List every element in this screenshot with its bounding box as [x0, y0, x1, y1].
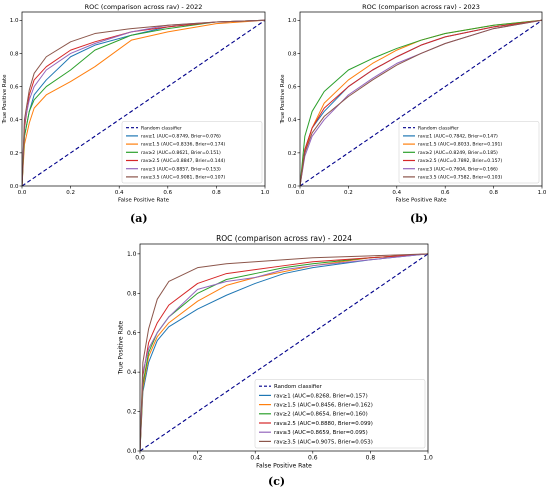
y-tick-label: 0.0 — [10, 184, 19, 190]
legend-label-5: rav≥3 (AUC=0.8857, Brier=0.153) — [141, 166, 221, 172]
x-tick-label: 1.0 — [261, 190, 270, 196]
y-tick-label: 0.4 — [10, 118, 19, 124]
x-tick-label: 1.0 — [538, 190, 547, 196]
legend-label-5: rav≥3 (AUC=0.7604, Brier=0.166) — [418, 166, 498, 172]
caption-a: (a) — [130, 212, 148, 225]
caption-b: (b) — [410, 212, 429, 225]
plot-frame — [139, 243, 429, 452]
legend-label-1: rav≥1 (AUC=0.8749, Brier=0.076) — [141, 134, 221, 140]
x-tick-label: 0.6 — [163, 190, 172, 196]
roc-panel-1: ROC (comparison across rav) - 2022 0.0 0.2… — [2, 3, 270, 204]
roc-panel-2: ROC (comparison across rav) - 2023 0.0 0.2… — [280, 3, 547, 204]
legend-label-3: rav≥2 (AUC=0.8654, Brier=0.160) — [274, 412, 368, 418]
x-tick-label: 0.2 — [66, 190, 75, 196]
x-tick-label: 0.4 — [392, 190, 401, 196]
legend-label-6: rav≥3.5 (AUC=0.9081, Brier=0.107) — [141, 175, 225, 181]
legend-box — [254, 379, 426, 449]
y-axis-label: True Positive Rate — [118, 320, 125, 375]
plot-area — [140, 253, 428, 451]
legend-label-2: rav≥1.5 (AUC=0.8336, Brier=0.174) — [141, 142, 225, 148]
legend-label-6: rav≥3.5 (AUC=0.9075, Brier=0.053) — [274, 439, 373, 445]
legend-label-5: rav≥3 (AUC=0.8659, Brier=0.095) — [274, 430, 368, 436]
plot-area — [300, 19, 542, 186]
legend-label-3: rav≥2 (AUC=0.8621, Brier=0.151) — [141, 150, 221, 156]
roc-panel-3: ROC (comparison across rav) - 2024 0.0 0.2… — [118, 234, 433, 470]
legend: Random classifier rav≥1 (AUC=0.8749, Brie… — [121, 121, 263, 184]
x-tick-label: 0.2 — [193, 455, 203, 462]
chart-title: ROC (comparison across rav) - 2024 — [216, 234, 352, 243]
series-line-rav-4 — [300, 19, 542, 186]
y-tick-label: 1.0 — [288, 18, 297, 24]
series-line-rav-5 — [140, 253, 428, 451]
legend-random-label: Random classifier — [418, 125, 459, 131]
x-tick-label: 0.0 — [296, 190, 305, 196]
legend-label-1: rav≥1 (AUC=0.7842, Brier=0.147) — [418, 134, 498, 140]
x-tick-label: 0.8 — [366, 455, 376, 462]
y-axis-label: True Positive Rate — [280, 74, 286, 125]
legend-label-2: rav≥1.5 (AUC=0.8456, Brier=0.162) — [274, 402, 373, 408]
series-line-rav-3 — [22, 19, 265, 186]
legend-box — [398, 121, 540, 184]
y-tick-label: 0.0 — [288, 184, 297, 190]
y-tick-label: 0.4 — [127, 369, 137, 376]
legend: Random classifier rav≥1 (AUC=0.8268, Brie… — [254, 379, 426, 449]
series-line-rav-3 — [300, 19, 542, 186]
x-tick-label: 0.2 — [344, 190, 353, 196]
y-tick-label: 0.4 — [288, 118, 297, 124]
x-tick-label: 0.0 — [18, 190, 27, 196]
legend-label-4: rav≥2.5 (AUC=0.8847, Brier=0.144) — [141, 158, 225, 164]
random-classifier-line — [300, 19, 542, 186]
y-tick-label: 0.2 — [288, 151, 297, 157]
series-line-rav-2 — [22, 19, 265, 186]
x-tick-label: 0.8 — [212, 190, 221, 196]
plot-area — [22, 19, 265, 186]
legend-box — [121, 121, 263, 184]
plot-frame — [299, 11, 543, 187]
y-tick-label: 0.6 — [288, 84, 297, 90]
legend-label-3: rav≥2 (AUC=0.8249, Brier=0.185) — [418, 150, 498, 156]
y-tick-label: 1.0 — [10, 18, 19, 24]
y-axis-label: True Positive Rate — [2, 74, 8, 125]
random-classifier-line — [22, 19, 265, 186]
x-axis-label: False Positive Rate — [256, 463, 312, 470]
legend-label-6: rav≥3.5 (AUC=0.7582, Brier=0.103) — [418, 175, 502, 181]
y-tick-label: 0.6 — [127, 330, 137, 337]
x-tick-label: 0.4 — [250, 455, 260, 462]
y-tick-label: 0.0 — [127, 448, 137, 455]
series-line-rav-3 — [140, 253, 428, 451]
series-line-rav-4 — [140, 253, 428, 451]
legend-label-2: rav≥1.5 (AUC=0.8033, Brier=0.191) — [418, 142, 502, 148]
plot-frame — [21, 11, 266, 187]
x-tick-label: 0.6 — [441, 190, 450, 196]
legend-random-label: Random classifier — [274, 384, 323, 390]
caption-c: (c) — [268, 475, 286, 488]
series-line-rav-1 — [140, 253, 428, 451]
x-tick-label: 0.8 — [489, 190, 498, 196]
chart-title: ROC (comparison across rav) - 2022 — [85, 3, 203, 11]
chart-title: ROC (comparison across rav) - 2023 — [362, 3, 480, 11]
series-line-rav-6 — [22, 19, 265, 186]
y-tick-label: 0.2 — [127, 409, 137, 416]
legend-label-1: rav≥1 (AUC=0.8268, Brier=0.157) — [274, 393, 368, 399]
legend-random-label: Random classifier — [141, 125, 182, 131]
legend: Random classifier rav≥1 (AUC=0.7842, Brie… — [398, 121, 540, 184]
legend-label-4: rav≥2.5 (AUC=0.7892, Brier=0.157) — [418, 158, 502, 164]
legend-label-4: rav≥2.5 (AUC=0.8880, Brier=0.099) — [274, 421, 373, 427]
x-axis-label: False Positive Rate — [395, 198, 447, 204]
y-tick-label: 0.6 — [10, 84, 19, 90]
y-tick-label: 1.0 — [127, 251, 137, 258]
y-tick-label: 0.8 — [127, 290, 137, 297]
x-tick-label: 0.4 — [115, 190, 124, 196]
series-line-rav-6 — [300, 19, 542, 186]
series-line-rav-6 — [140, 253, 428, 451]
y-tick-label: 0.2 — [10, 151, 19, 157]
x-tick-label: 1.0 — [423, 455, 433, 462]
y-tick-label: 0.8 — [10, 51, 19, 57]
y-tick-label: 0.8 — [288, 51, 297, 57]
x-axis-label: False Positive Rate — [118, 198, 170, 204]
x-tick-label: 0.0 — [135, 455, 145, 462]
x-tick-label: 0.6 — [308, 455, 318, 462]
